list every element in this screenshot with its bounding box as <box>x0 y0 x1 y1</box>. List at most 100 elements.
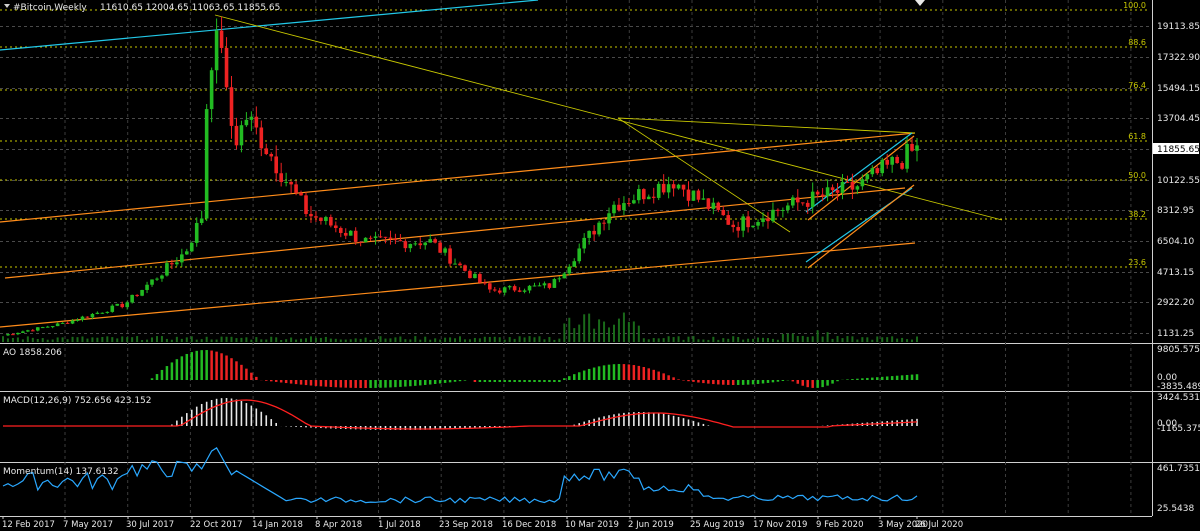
candle-body <box>835 190 840 193</box>
candle-body <box>542 283 547 286</box>
indicator-tick-label: 0.00 <box>1157 373 1177 383</box>
fib-level-label: 50.0 <box>1128 171 1146 180</box>
momentum-label: Momentum(14) 137.6132 <box>3 467 119 477</box>
indicator-tick-label: -1165.375 <box>1157 424 1200 434</box>
candle-body <box>637 189 641 201</box>
candle-body <box>314 216 318 218</box>
candle-body <box>870 168 875 175</box>
candle-body <box>741 216 745 231</box>
time-tick-label: 22 Oct 2017 <box>190 520 243 530</box>
candle-body <box>646 196 651 200</box>
candle-body <box>612 204 616 214</box>
momentum-line <box>2 447 918 504</box>
candle-body <box>40 327 45 329</box>
candle-body <box>726 215 731 225</box>
price-tick-label: 13704.45 <box>1157 114 1200 124</box>
candle-body <box>259 127 264 149</box>
candle-body <box>373 236 378 239</box>
candle-body <box>463 265 467 271</box>
orange-channel-bottom <box>0 242 916 328</box>
candle-body <box>567 266 572 274</box>
candle-body <box>895 156 899 164</box>
candle-body <box>299 192 303 196</box>
fib-level-label: 76.4 <box>1128 81 1146 90</box>
fibonacci-levels: 100.0 88.6 76.4 61.8 50.0 38.2 23.6 <box>0 1 1148 268</box>
candle-body <box>786 205 790 210</box>
price-tick-label: 6504.10 <box>1157 237 1194 247</box>
scroll-marker-icon[interactable] <box>915 0 925 6</box>
candle-body <box>150 279 154 285</box>
candle-body <box>622 203 626 211</box>
time-tick-label: 14 Jan 2018 <box>252 520 303 530</box>
indicator-tick-label: 25.5438 <box>1157 504 1194 514</box>
candle-body <box>21 331 25 333</box>
candle-body <box>497 290 502 293</box>
candle-body <box>16 332 20 335</box>
candle-body <box>60 322 65 324</box>
candle-body <box>363 237 368 243</box>
candle-body <box>145 284 149 290</box>
candle-body <box>641 189 646 200</box>
candle-body <box>552 279 557 288</box>
candle-body <box>805 202 810 207</box>
yellow-diagonal <box>214 14 1003 221</box>
candle-body <box>721 209 726 216</box>
candlesticks <box>6 16 919 337</box>
candle-body <box>343 232 348 236</box>
candle-body <box>110 305 115 312</box>
candle-body <box>776 209 780 211</box>
candle-body <box>398 240 403 242</box>
candle-body <box>632 200 636 204</box>
fib-level-label: 23.6 <box>1128 258 1146 267</box>
candle-body <box>264 148 269 155</box>
candle-body <box>170 263 174 265</box>
indicator-tick-label: 3424.531 <box>1157 393 1200 403</box>
time-tick-label: 9 Feb 2020 <box>816 520 864 530</box>
candle-body <box>175 262 179 265</box>
candle-body <box>825 187 830 197</box>
ao-pane <box>150 350 919 388</box>
candle-body <box>55 323 60 327</box>
candle-body <box>820 194 825 197</box>
price-axis: 19113.85 17322.90 15494.15 13704.45 10122.55… <box>1157 22 1200 339</box>
candle-body <box>830 187 835 191</box>
candle-body <box>279 173 283 182</box>
time-tick-label: 1 Jul 2018 <box>378 520 421 530</box>
candle-body <box>85 316 90 318</box>
candle-body <box>249 116 254 120</box>
candle-body <box>219 30 224 48</box>
candle-body <box>368 237 373 239</box>
candle-body <box>781 209 785 211</box>
candle-body <box>224 47 229 88</box>
candle-body <box>120 303 125 308</box>
indicator-tick-label: 461.7351 <box>1157 464 1200 474</box>
candle-body <box>880 159 885 174</box>
candle-body <box>403 241 408 249</box>
fib-level-label: 88.6 <box>1128 38 1146 47</box>
candle-body <box>850 182 855 190</box>
price-tick-label: 4713.15 <box>1157 268 1194 278</box>
candle-body <box>304 195 308 214</box>
candle-body <box>6 334 10 336</box>
candle-body <box>478 273 482 283</box>
cyan-rise-channel-a <box>805 132 913 213</box>
candle-body <box>547 283 552 288</box>
cyan-trendline <box>0 0 539 51</box>
candle-body <box>160 275 164 279</box>
candle-body <box>736 227 740 231</box>
yellow-triangle-top <box>617 117 916 134</box>
candle-body <box>100 312 105 314</box>
candle-body <box>90 313 95 318</box>
candle-body <box>597 222 601 235</box>
candle-body <box>706 198 711 209</box>
candle-body <box>334 225 338 229</box>
candle-body <box>274 156 279 174</box>
candle-body <box>184 251 189 255</box>
candle-body <box>393 238 398 241</box>
candle-body <box>577 248 582 262</box>
macd-signal-line <box>3 399 918 430</box>
candle-body <box>189 242 194 252</box>
candle-body <box>378 236 383 238</box>
candle-body <box>488 283 492 290</box>
indicator-tick-label: 9805.575 <box>1157 345 1200 355</box>
